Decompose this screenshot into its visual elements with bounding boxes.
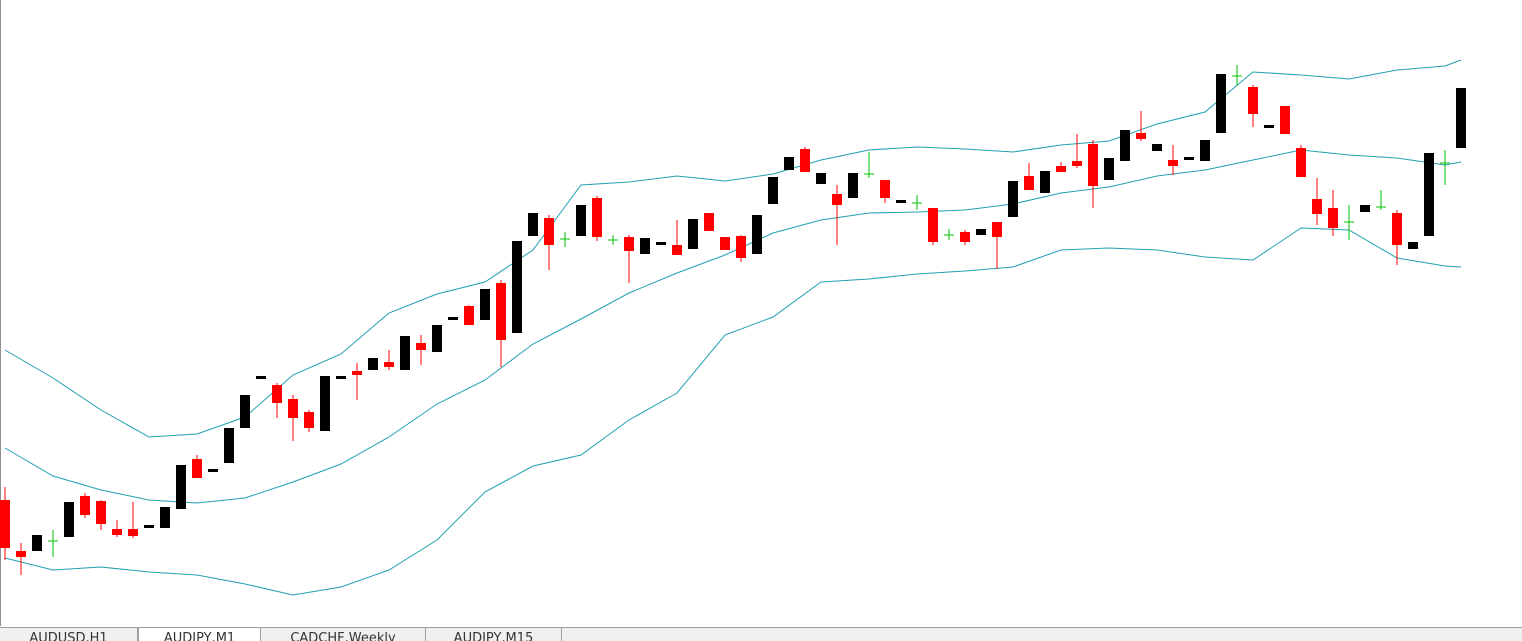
candle-body bbox=[736, 236, 746, 258]
candle-body bbox=[432, 325, 442, 352]
candle-body bbox=[672, 245, 682, 255]
candle-body bbox=[848, 173, 858, 198]
candle-body bbox=[720, 237, 730, 250]
candle-body bbox=[272, 385, 282, 403]
candle-body bbox=[400, 336, 410, 370]
candle-body bbox=[192, 459, 202, 478]
candle-body bbox=[1456, 88, 1466, 148]
candle-body bbox=[1408, 242, 1418, 249]
candle-body bbox=[544, 218, 554, 245]
candle-body bbox=[1424, 153, 1434, 236]
candle-body bbox=[384, 362, 394, 367]
candle-body bbox=[1008, 181, 1018, 217]
candle-body bbox=[1072, 161, 1082, 166]
candle-body bbox=[688, 219, 698, 249]
candle-body bbox=[1296, 148, 1306, 177]
candle-body bbox=[224, 428, 234, 463]
candle-body bbox=[752, 215, 762, 254]
candle-body bbox=[112, 529, 122, 535]
candle-body bbox=[416, 343, 426, 350]
chart-tab[interactable]: AUDJPY,M1 bbox=[138, 628, 261, 641]
chart-tab[interactable]: CADCHF,Weekly bbox=[261, 628, 426, 641]
candle-body bbox=[624, 237, 634, 251]
candle-body bbox=[528, 213, 538, 236]
candle-body bbox=[1248, 87, 1258, 114]
candle-body bbox=[992, 222, 1002, 237]
candle-body bbox=[1360, 205, 1370, 212]
candle-body bbox=[160, 507, 170, 528]
candle-body bbox=[576, 205, 586, 236]
candle-body bbox=[704, 213, 714, 231]
candle-body bbox=[1024, 176, 1034, 190]
candle-body bbox=[1184, 157, 1194, 160]
chart-tabs: AUDUSD,H1 AUDJPY,M1 CADCHF,Weekly AUDJPY,M1… bbox=[0, 627, 1522, 641]
chart-tab[interactable]: AUDJPY,M15 bbox=[426, 628, 562, 641]
candle-body bbox=[208, 469, 218, 472]
candle-body bbox=[464, 306, 474, 325]
candle-body bbox=[1120, 130, 1130, 161]
candle-body bbox=[448, 317, 458, 320]
candle-body bbox=[928, 208, 938, 242]
candle-body bbox=[960, 232, 970, 242]
candle-body bbox=[304, 412, 314, 428]
candle-body bbox=[96, 501, 106, 524]
candle-body bbox=[1200, 140, 1210, 161]
candle-body bbox=[80, 496, 90, 515]
candle-body bbox=[336, 376, 346, 379]
candle-body bbox=[1088, 144, 1098, 186]
candle-body bbox=[976, 229, 986, 235]
candle-body bbox=[256, 376, 266, 379]
candle-body bbox=[832, 194, 842, 205]
candle-body bbox=[1392, 213, 1402, 245]
candle-body bbox=[352, 371, 362, 375]
candle-body bbox=[816, 173, 826, 184]
candle-body bbox=[288, 399, 298, 418]
candle-body bbox=[496, 283, 506, 340]
candle-body bbox=[1056, 166, 1066, 172]
candle-body bbox=[1040, 171, 1050, 193]
candle-body bbox=[1104, 158, 1114, 180]
candle-body bbox=[64, 502, 74, 537]
chart bbox=[0, 0, 1466, 626]
bollinger-band bbox=[4, 227, 1462, 596]
candle-body bbox=[368, 358, 378, 370]
candle-body bbox=[176, 465, 186, 509]
candle-body bbox=[16, 551, 26, 557]
candle-body bbox=[1312, 199, 1322, 214]
candle-body bbox=[240, 395, 250, 428]
candle-body bbox=[1264, 125, 1274, 128]
candle-body bbox=[1152, 144, 1162, 151]
candle-body bbox=[320, 376, 330, 431]
candle-body bbox=[640, 238, 650, 254]
candle-body bbox=[0, 500, 10, 548]
candle-body bbox=[144, 525, 154, 528]
candle-body bbox=[768, 177, 778, 204]
candle-body bbox=[1328, 208, 1338, 228]
candle-body bbox=[880, 180, 890, 198]
chart-tab[interactable]: AUDUSD,H1 bbox=[0, 628, 138, 641]
candle-body bbox=[1168, 160, 1178, 166]
candle-body bbox=[128, 529, 138, 536]
bollinger-band bbox=[4, 59, 1462, 438]
candle-body bbox=[592, 198, 602, 237]
candle-body bbox=[800, 149, 810, 172]
candle-body bbox=[512, 241, 522, 333]
candle-body bbox=[896, 200, 906, 203]
candle-body bbox=[32, 535, 42, 551]
candle-body bbox=[1136, 133, 1146, 139]
candle-body bbox=[656, 242, 666, 245]
bollinger-band bbox=[4, 149, 1462, 504]
candle-body bbox=[1280, 106, 1290, 134]
candle-body bbox=[784, 157, 794, 170]
candle-body bbox=[480, 289, 490, 320]
candle-body bbox=[1216, 74, 1226, 133]
